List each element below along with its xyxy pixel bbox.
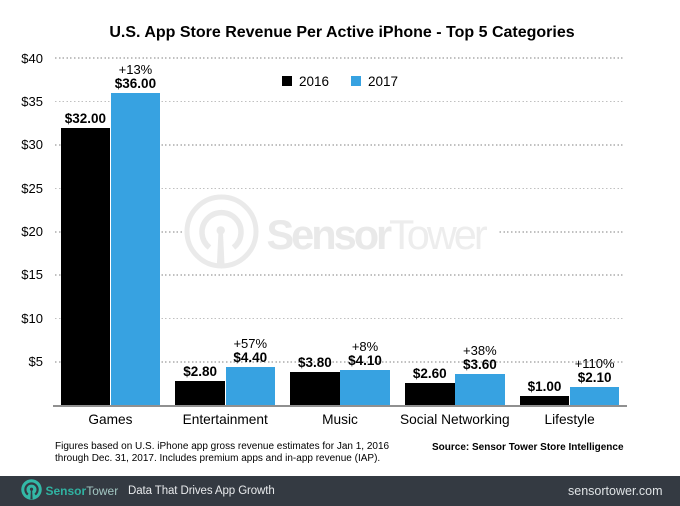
- svg-text:Sensor: Sensor: [267, 211, 393, 258]
- svg-text:Tower: Tower: [389, 211, 488, 258]
